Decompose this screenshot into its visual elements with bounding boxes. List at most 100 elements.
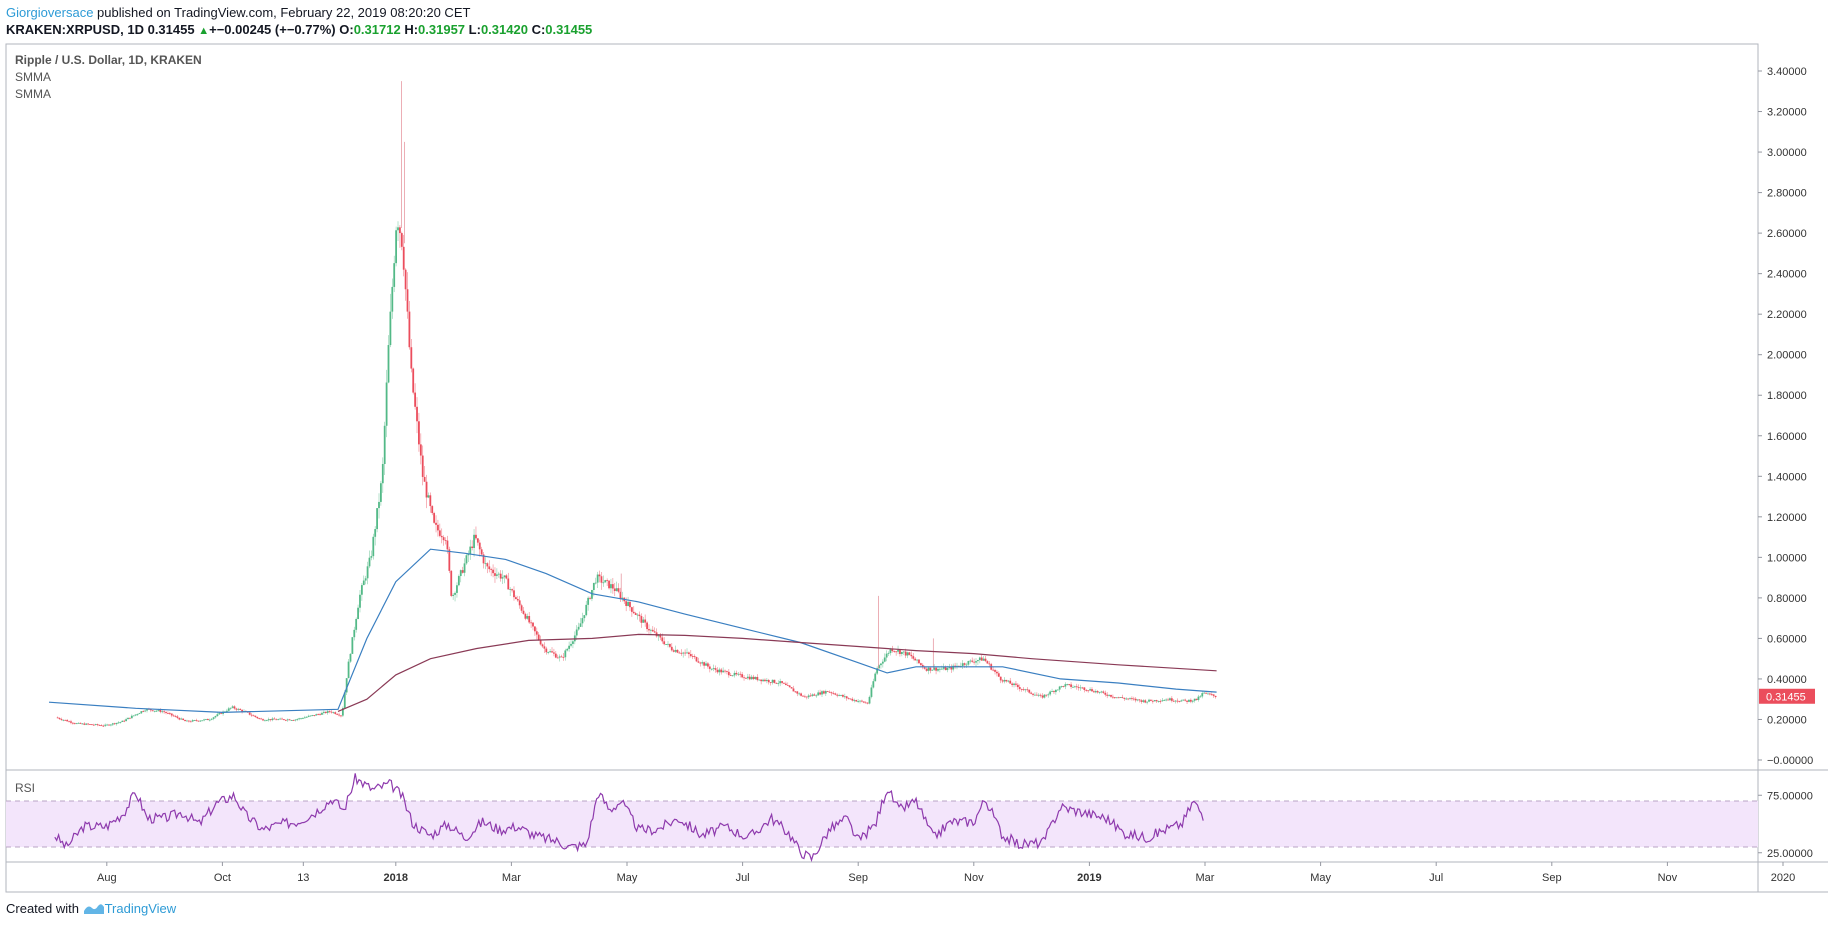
candle-body <box>849 698 852 700</box>
candle-body <box>764 679 766 682</box>
candle-body <box>110 724 112 726</box>
candle-body <box>602 582 605 584</box>
candle-body <box>351 637 354 654</box>
candle-body <box>136 714 139 715</box>
candle-body <box>961 663 964 666</box>
candle-body <box>735 672 738 675</box>
rsi-legend[interactable]: RSI <box>15 781 35 795</box>
candles <box>56 81 1217 727</box>
candle-body <box>379 483 382 502</box>
candle-body <box>978 657 981 661</box>
candle-body <box>832 693 835 695</box>
candle-body <box>651 629 654 632</box>
candle-body <box>591 589 593 599</box>
candle-body <box>701 662 704 664</box>
candle-body <box>123 720 126 722</box>
candle-body <box>838 695 841 696</box>
candle-body <box>830 692 833 694</box>
candle-body <box>1091 689 1093 692</box>
candle-body <box>208 719 211 721</box>
candle-body <box>919 663 922 665</box>
candle-body <box>834 693 837 695</box>
price-axis[interactable]: 3.40000 3.20000 3.00000 2.80000 2.60000 2.400… <box>1758 66 1813 767</box>
candle-body <box>859 700 861 702</box>
candle-body <box>241 709 243 712</box>
candle-body <box>106 724 109 726</box>
candle-body <box>319 714 321 716</box>
candle-body <box>1032 693 1034 695</box>
candle-body <box>532 622 534 627</box>
candle-body <box>629 601 631 608</box>
smma-legend-2[interactable]: SMMA <box>15 87 51 101</box>
price-tick-label: 2.80000 <box>1767 188 1807 200</box>
candle-body <box>579 623 582 627</box>
candle-body <box>712 668 715 669</box>
candle-body <box>71 722 74 724</box>
candle-body <box>1096 691 1099 693</box>
candle-body <box>511 589 513 591</box>
candle-body <box>1024 689 1027 691</box>
candle-body <box>1167 699 1169 701</box>
candle-body <box>642 619 645 623</box>
candle-body <box>117 722 120 724</box>
candle-body <box>212 717 215 719</box>
candle-body <box>564 650 567 658</box>
publish-info: Giorgioversace published on TradingView.… <box>6 5 470 20</box>
candle-body <box>746 676 749 679</box>
candle-body <box>1016 684 1019 688</box>
candle-body <box>727 671 730 676</box>
candle-body <box>689 654 692 657</box>
close-value: 0.31455 <box>545 22 593 37</box>
candle-body <box>670 646 673 651</box>
time-tick-label: Nov <box>1658 872 1678 884</box>
candle-body <box>1184 699 1187 701</box>
candle-body <box>667 643 669 645</box>
candle-body <box>925 668 928 671</box>
candle-body <box>570 643 572 646</box>
candle-body <box>216 714 219 717</box>
candle-body <box>60 719 63 720</box>
candle-body <box>967 660 970 665</box>
candle-body <box>1151 700 1154 702</box>
candle-body <box>1066 684 1069 685</box>
candle-body <box>248 712 251 715</box>
candle-body <box>252 715 255 717</box>
tradingview-link[interactable]: TradingView <box>104 901 177 916</box>
candle-body <box>130 715 133 719</box>
candle-body <box>843 696 846 698</box>
candle-body <box>210 718 213 720</box>
candle-body <box>347 661 350 679</box>
candle-body <box>1134 698 1137 701</box>
candle-body <box>577 626 580 630</box>
candle-body <box>562 656 565 658</box>
candle-body <box>1098 691 1101 693</box>
candle-body <box>625 601 628 606</box>
candle-body <box>144 710 147 712</box>
price-tick-label: 1.80000 <box>1767 390 1807 402</box>
candle-body <box>1119 697 1122 698</box>
rsi-axis[interactable]: 75.00000 25.00000 <box>1758 790 1813 860</box>
candle-body <box>197 720 200 722</box>
candle-body <box>912 656 915 659</box>
candle-body <box>638 614 641 617</box>
author-link[interactable]: Giorgioversace <box>6 5 94 20</box>
candle-body <box>286 719 289 721</box>
candle-body <box>874 673 877 682</box>
candle-body <box>1182 699 1185 701</box>
candle-body <box>587 597 590 605</box>
candle-body <box>414 392 417 407</box>
candle-body <box>368 557 371 567</box>
candle-body <box>1174 700 1177 702</box>
candle-body <box>900 651 903 655</box>
time-axis[interactable]: Aug Oct 13 2018 Mar May Jul Sep Nov 2019 Mar May Jul… <box>97 862 1795 884</box>
smma-legend-1[interactable]: SMMA <box>15 70 51 84</box>
candle-body <box>214 716 217 718</box>
candle-body <box>1083 687 1086 691</box>
candle-body <box>836 694 839 696</box>
price-tick-label: 1.00000 <box>1767 552 1807 564</box>
candle-body <box>1056 689 1059 691</box>
candle-body <box>813 694 816 696</box>
candle-body <box>699 662 702 664</box>
candle-body <box>726 671 728 672</box>
